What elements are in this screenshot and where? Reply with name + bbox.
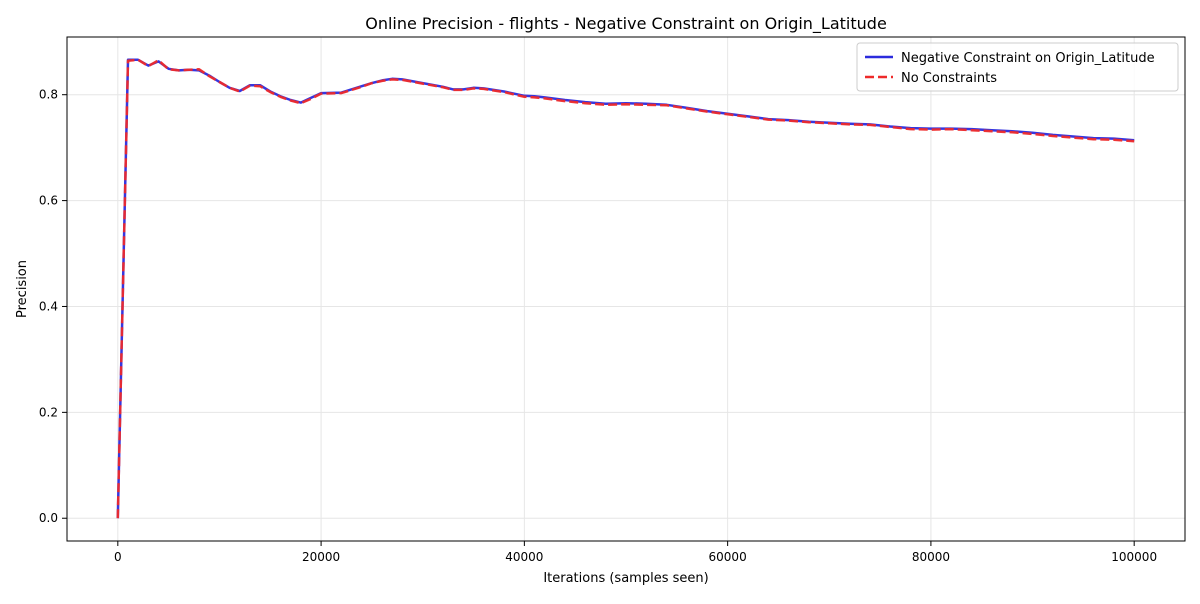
x-tick-label: 40000 — [505, 550, 543, 564]
legend-label-constraint: Negative Constraint on Origin_Latitude — [901, 51, 1155, 66]
x-tick-label: 60000 — [709, 550, 747, 564]
grid-lines — [67, 37, 1185, 541]
legend: Negative Constraint on Origin_Latitude N… — [856, 42, 1179, 92]
axis-ticks: 0 20000 40000 60000 80000 100000 0.0 0.2 0.4 0.6 0… — [39, 88, 1157, 564]
plot-area — [67, 37, 1185, 541]
y-tick-label: 0.4 — [39, 299, 58, 313]
x-tick-label: 100000 — [1111, 550, 1157, 564]
x-axis-label: Iterations (samples seen) — [543, 571, 708, 586]
x-tick-label: 80000 — [912, 550, 950, 564]
y-tick-label: 0.2 — [39, 405, 58, 419]
y-tick-label: 0.0 — [39, 511, 58, 525]
chart-title: Online Precision - flights - Negative Co… — [365, 14, 887, 34]
y-tick-label: 0.6 — [39, 194, 58, 208]
x-tick-label: 20000 — [302, 550, 340, 564]
x-tick-label: 0 — [114, 550, 122, 564]
y-tick-label: 0.8 — [39, 88, 58, 102]
y-axis-label: Precision — [15, 260, 30, 318]
legend-label-no-constraints: No Constraints — [901, 71, 997, 86]
series-line-no-constraints — [116, 58, 1135, 519]
series-lines — [116, 58, 1135, 519]
plot-frame — [66, 36, 1186, 542]
legend-box — [856, 42, 1179, 92]
